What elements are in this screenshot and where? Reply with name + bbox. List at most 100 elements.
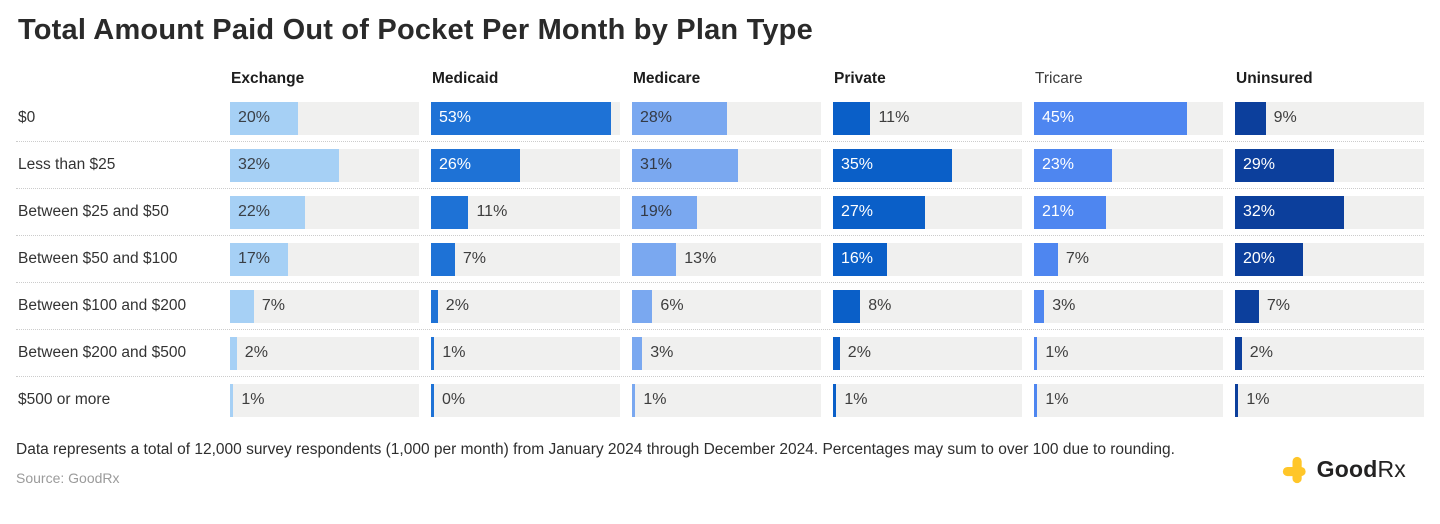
- bar-track: 21%: [1034, 195, 1223, 229]
- bar-cell-medicaid: 1%: [431, 336, 620, 370]
- bar-fill: [833, 195, 925, 229]
- bar-track: 6%: [632, 289, 821, 323]
- bar-value-label: 7%: [1065, 250, 1089, 267]
- bar-value-label: 45%: [1042, 109, 1075, 126]
- bar-track: 19%: [632, 195, 821, 229]
- bar-cell-exchange: 22%: [230, 195, 419, 229]
- bar-track: 7%: [230, 289, 419, 323]
- bar-track: 28%: [632, 101, 821, 135]
- bar-value-label: 21%: [1042, 203, 1075, 220]
- page-title: Total Amount Paid Out of Pocket Per Mont…: [18, 14, 813, 46]
- bar-fill: [230, 195, 305, 229]
- bar-cell-tricare: 45%: [1034, 101, 1223, 135]
- bar-fill: [431, 383, 434, 417]
- bar-value-label: 32%: [1243, 203, 1276, 220]
- bar-fill: [1034, 242, 1058, 276]
- bar-value-label: 2%: [1249, 344, 1273, 361]
- bar-cell-tricare: 3%: [1034, 289, 1223, 323]
- bar-fill: [1034, 195, 1106, 229]
- bar-cell-uninsured: 1%: [1235, 383, 1424, 417]
- column-header-row: Exchange Medicaid Medicare Private Tricare Un…: [16, 65, 1424, 93]
- bar-fill: [632, 101, 728, 135]
- bar-cell-private: 11%: [833, 101, 1022, 135]
- bar-value-label: 2%: [244, 344, 268, 361]
- bar-track: 7%: [1235, 289, 1424, 323]
- bar-cell-medicaid: 0%: [431, 383, 620, 417]
- bar-value-label: 11%: [878, 109, 910, 126]
- bar-value-label: 2%: [847, 344, 871, 361]
- bar-fill: [833, 101, 871, 135]
- bar-fill: [833, 336, 840, 370]
- bar-fill: [1034, 101, 1188, 135]
- bar-fill: [230, 101, 299, 135]
- bar-track: 3%: [1034, 289, 1223, 323]
- bar-track: 1%: [1034, 336, 1223, 370]
- bar-track: 32%: [1235, 195, 1424, 229]
- bar-fill: [431, 148, 520, 182]
- bar-value-label: 53%: [439, 109, 472, 126]
- bar-fill: [632, 336, 643, 370]
- data-note: Data represents a total of 12,000 survey…: [16, 441, 1175, 458]
- column-header-tricare: Tricare: [1035, 70, 1083, 87]
- bar-value-label: 1%: [643, 391, 667, 408]
- bar-cell-medicare: 28%: [632, 101, 821, 135]
- bar-value-label: 1%: [844, 391, 868, 408]
- bar-cell-medicare: 31%: [632, 148, 821, 182]
- bar-value-label: 7%: [1266, 297, 1290, 314]
- bar-value-label: 16%: [841, 250, 874, 267]
- bar-fill: [230, 148, 339, 182]
- row-label: Between $25 and $50: [18, 203, 169, 220]
- bar-fill: [431, 289, 438, 323]
- table-row: $0 20% 53% 28% 11% 45% 9%: [16, 95, 1424, 142]
- bar-cell-private: 2%: [833, 336, 1022, 370]
- table-row: Between $100 and $200 7% 2% 6% 8% 3% 7%: [16, 283, 1424, 330]
- bar-track: 7%: [431, 242, 620, 276]
- bar-fill: [632, 289, 653, 323]
- bar-fill: [632, 383, 636, 417]
- bar-track: 9%: [1235, 101, 1424, 135]
- bar-value-label: 31%: [640, 156, 673, 173]
- bar-track: 8%: [833, 289, 1022, 323]
- bar-fill: [833, 383, 837, 417]
- bar-track: 20%: [1235, 242, 1424, 276]
- bar-track: 1%: [431, 336, 620, 370]
- bar-track: 1%: [1235, 383, 1424, 417]
- bar-fill: [1235, 289, 1259, 323]
- bar-cell-private: 16%: [833, 242, 1022, 276]
- bar-track: 16%: [833, 242, 1022, 276]
- column-header-medicaid: Medicaid: [432, 70, 499, 87]
- bar-track: 22%: [230, 195, 419, 229]
- bar-fill: [1235, 383, 1239, 417]
- bar-cell-uninsured: 9%: [1235, 101, 1424, 135]
- bar-cell-tricare: 1%: [1034, 383, 1223, 417]
- bar-cell-private: 8%: [833, 289, 1022, 323]
- bar-cell-tricare: 21%: [1034, 195, 1223, 229]
- bar-cell-medicaid: 7%: [431, 242, 620, 276]
- bar-track: 13%: [632, 242, 821, 276]
- bar-fill: [230, 289, 254, 323]
- logo-text-good: Good: [1316, 456, 1378, 483]
- row-label: Between $100 and $200: [18, 297, 187, 314]
- row-label: Less than $25: [18, 156, 116, 173]
- bar-value-label: 19%: [640, 203, 673, 220]
- table-row: Less than $25 32% 26% 31% 35% 23% 29%: [16, 142, 1424, 189]
- bar-track: 53%: [431, 101, 620, 135]
- column-header-uninsured: Uninsured: [1236, 70, 1313, 87]
- bar-cell-exchange: 32%: [230, 148, 419, 182]
- bar-cell-medicare: 19%: [632, 195, 821, 229]
- row-label: Between $200 and $500: [18, 344, 187, 361]
- bar-cell-medicaid: 53%: [431, 101, 620, 135]
- bar-track: 45%: [1034, 101, 1223, 135]
- bar-fill: [632, 148, 738, 182]
- bar-cell-tricare: 23%: [1034, 148, 1223, 182]
- bar-fill: [431, 336, 435, 370]
- bar-value-label: 27%: [841, 203, 874, 220]
- bar-fill: [1034, 336, 1038, 370]
- bar-value-label: 6%: [660, 297, 684, 314]
- row-label: $500 or more: [18, 391, 111, 408]
- bar-track: 31%: [632, 148, 821, 182]
- bar-cell-exchange: 20%: [230, 101, 419, 135]
- bar-fill: [431, 195, 469, 229]
- bar-track: 35%: [833, 148, 1022, 182]
- goodrx-logo: GoodRx: [1282, 456, 1406, 486]
